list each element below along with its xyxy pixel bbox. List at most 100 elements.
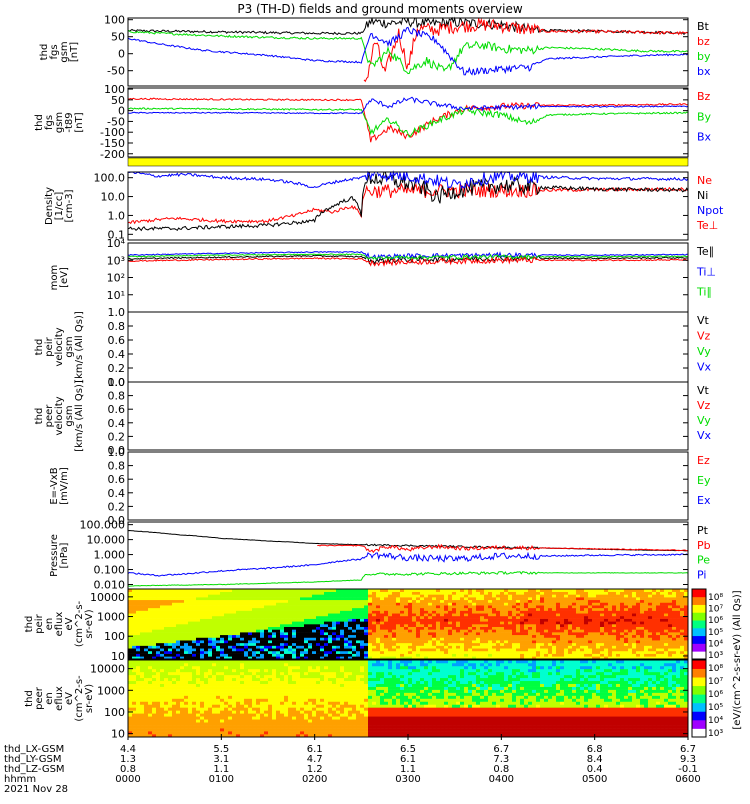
- spectrogram-cell: [188, 693, 192, 696]
- spectrogram-cell: [188, 701, 192, 704]
- spectrogram-cell: [264, 600, 268, 603]
- spectrogram-cell: [460, 611, 464, 614]
- spectrogram-cell: [520, 637, 524, 640]
- spectrogram-cell: [172, 611, 176, 614]
- spectrogram-cell: [532, 646, 536, 649]
- y-axis-label: [eV]: [59, 267, 70, 288]
- spectrogram-cell: [384, 632, 388, 635]
- spectrogram-cell: [368, 602, 372, 605]
- spectrogram-cell: [192, 619, 196, 622]
- spectrogram-cell: [164, 681, 168, 684]
- spectrogram-cell: [520, 654, 524, 657]
- spectrogram-cell: [352, 648, 356, 651]
- spectrogram-cell: [508, 616, 512, 619]
- spectrogram-cell: [296, 681, 300, 684]
- spectrogram-cell: [436, 619, 440, 622]
- spectrogram-cell: [148, 592, 152, 595]
- spectrogram-cell: [276, 722, 280, 725]
- spectrogram-cell: [200, 613, 204, 616]
- spectrogram-cell: [144, 707, 148, 710]
- spectrogram-cell: [160, 619, 164, 622]
- spectrogram-cell: [324, 605, 328, 608]
- panel-frame: [128, 312, 688, 382]
- spectrogram-cell: [676, 594, 680, 597]
- spectrogram-cell: [200, 654, 204, 657]
- spectrogram-cell: [144, 684, 148, 687]
- spectrogram-cell: [672, 654, 676, 657]
- spectrogram-cell: [228, 611, 232, 614]
- spectrogram-cell: [152, 696, 156, 699]
- spectrogram-cell: [260, 619, 264, 622]
- spectrogram-cell: [576, 629, 580, 632]
- spectrogram-cell: [244, 663, 248, 666]
- spectrogram-cell: [172, 719, 176, 722]
- spectrogram-cell: [496, 627, 500, 630]
- spectrogram-cell: [220, 640, 224, 643]
- spectrogram-cell: [220, 716, 224, 719]
- spectrogram-cell: [656, 629, 660, 632]
- status-strip: [128, 158, 688, 166]
- spectrogram-cell: [208, 646, 212, 649]
- spectrogram-cell: [416, 643, 420, 646]
- spectrogram-cell: [572, 608, 576, 611]
- spectrogram-cell: [268, 651, 272, 654]
- spectrogram-cell: [324, 613, 328, 616]
- spectrogram-cell: [392, 624, 396, 627]
- spectrogram-cell: [324, 637, 328, 640]
- spectrogram-cell: [268, 666, 272, 669]
- spectrogram-cell: [444, 611, 448, 614]
- spectrogram-cell: [304, 605, 308, 608]
- spectrogram-cell: [180, 592, 184, 595]
- spectrogram-cell: [144, 731, 148, 734]
- spectrogram-cell: [412, 635, 416, 638]
- spectrogram-cell: [144, 611, 148, 614]
- legend-Ex: Ex: [697, 494, 711, 507]
- legend-Te∥: Te∥: [696, 245, 714, 258]
- spectrogram-cell: [348, 635, 352, 638]
- spectrogram-cell: [540, 637, 544, 640]
- spectrogram-cell: [496, 643, 500, 646]
- spectrogram-cell: [628, 640, 632, 643]
- spectrogram-cell: [152, 629, 156, 632]
- spectrogram-cell: [128, 663, 132, 666]
- spectrogram-cell: [568, 592, 572, 595]
- spectrogram-cell: [456, 654, 460, 657]
- spectrogram-cell: [196, 613, 200, 616]
- spectrogram-cell: [368, 654, 372, 657]
- spectrogram-cell: [672, 632, 676, 635]
- spectrogram-cell: [468, 602, 472, 605]
- spectrogram-cell: [132, 728, 136, 731]
- spectrogram-cell: [528, 648, 532, 651]
- spectrogram-cell: [360, 643, 364, 646]
- spectrogram-cell: [324, 629, 328, 632]
- spectrogram-cell: [168, 602, 172, 605]
- spectrogram-cell: [552, 613, 556, 616]
- spectrogram-cell: [228, 643, 232, 646]
- spectrogram-cell: [128, 637, 132, 640]
- spectrogram-cell: [564, 646, 568, 649]
- spectrogram-cell: [648, 627, 652, 630]
- spectrogram-cell: [176, 731, 180, 734]
- spectrogram-cell: [296, 643, 300, 646]
- spectrogram-cell: [172, 687, 176, 690]
- spectrogram-cell: [168, 619, 172, 622]
- spectrogram-cell: [616, 632, 620, 635]
- spectrogram-cell: [128, 611, 132, 614]
- spectrogram-cell: [612, 651, 616, 654]
- spectrogram-cell: [156, 613, 160, 616]
- spectrogram-cell: [600, 654, 604, 657]
- spectrogram-cell: [268, 643, 272, 646]
- spectrogram-cell: [140, 731, 144, 734]
- spectrogram-cell: [152, 704, 156, 707]
- spectrogram-cell: [268, 597, 272, 600]
- spectrogram-cell: [368, 621, 372, 624]
- spectrogram-cell: [376, 637, 380, 640]
- spectrogram-cell: [244, 640, 248, 643]
- spectrogram-cell: [592, 637, 596, 640]
- spectrogram-cell: [216, 725, 220, 728]
- spectrogram-cell: [676, 629, 680, 632]
- spectrogram-cell: [620, 597, 624, 600]
- spectrogram-cell: [408, 646, 412, 649]
- spectrogram-cell: [644, 632, 648, 635]
- spectrogram-cell: [368, 613, 372, 616]
